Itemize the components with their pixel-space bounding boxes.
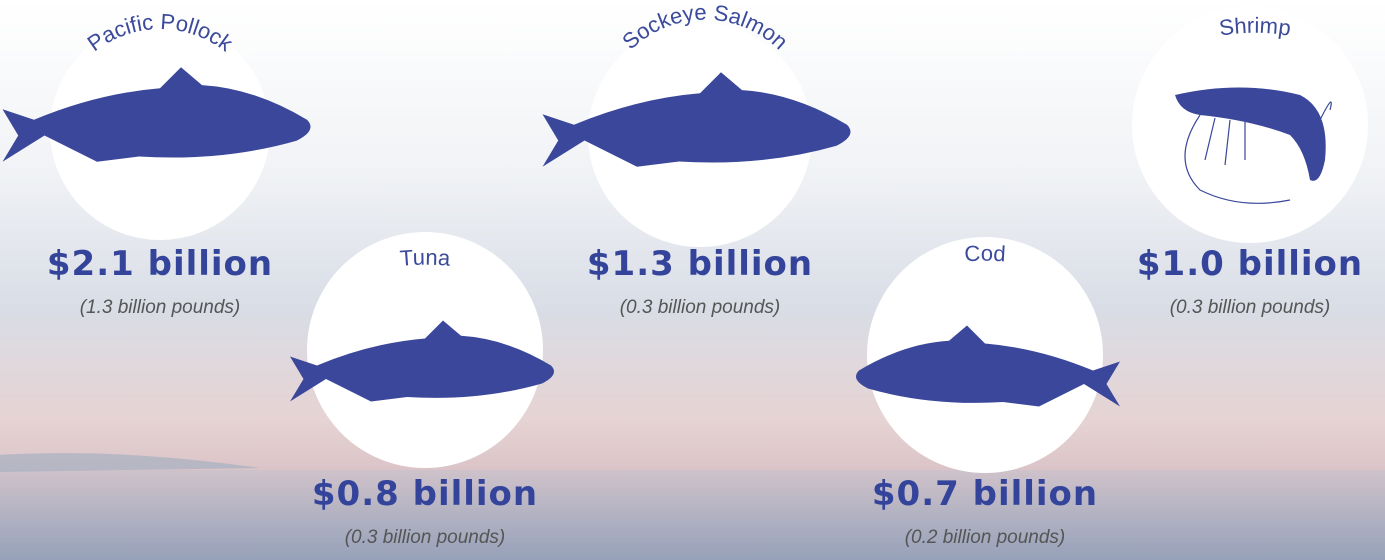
fish-silhouette — [856, 325, 1120, 407]
item: Cod $0.7 billion (0.2 billion pounds) — [856, 237, 1120, 548]
land — [0, 453, 260, 472]
item-value: $0.7 billion — [872, 474, 1098, 514]
item: Shrimp $1.0 billion (0.3 billion pounds) — [1132, 7, 1368, 318]
sea — [0, 470, 1385, 560]
item-name: Cod — [964, 241, 1007, 267]
item-pounds: (0.3 billion pounds) — [1170, 297, 1331, 318]
item-circle — [1132, 7, 1368, 243]
item-name-path: Cod — [964, 241, 1007, 267]
items: Pacific Pollock$2.1 billion(1.3 billion … — [2, 0, 1368, 548]
item-name: Shrimp — [1218, 13, 1293, 41]
fish-silhouette — [290, 320, 554, 402]
item-pounds: (0.2 billion pounds) — [905, 527, 1066, 548]
item-pounds: (0.3 billion pounds) — [620, 297, 781, 318]
fish-silhouette — [542, 72, 851, 167]
item-pounds: (0.3 billion pounds) — [345, 527, 506, 548]
item-value: $0.8 billion — [312, 474, 538, 514]
item-value: $1.3 billion — [587, 244, 813, 284]
item: Pacific Pollock$2.1 billion(1.3 billion … — [2, 9, 311, 318]
shrimp-legs — [1184, 101, 1332, 204]
item: Tuna$0.8 billion(0.3 billion pounds) — [290, 232, 554, 548]
item-name-path: Shrimp — [1218, 13, 1293, 41]
item-value: $1.0 billion — [1137, 244, 1363, 284]
shrimp-silhouette — [1175, 87, 1326, 181]
item-value: $2.1 billion — [47, 244, 273, 284]
item-pounds: (1.3 billion pounds) — [80, 297, 241, 318]
fish-silhouette — [2, 67, 311, 162]
